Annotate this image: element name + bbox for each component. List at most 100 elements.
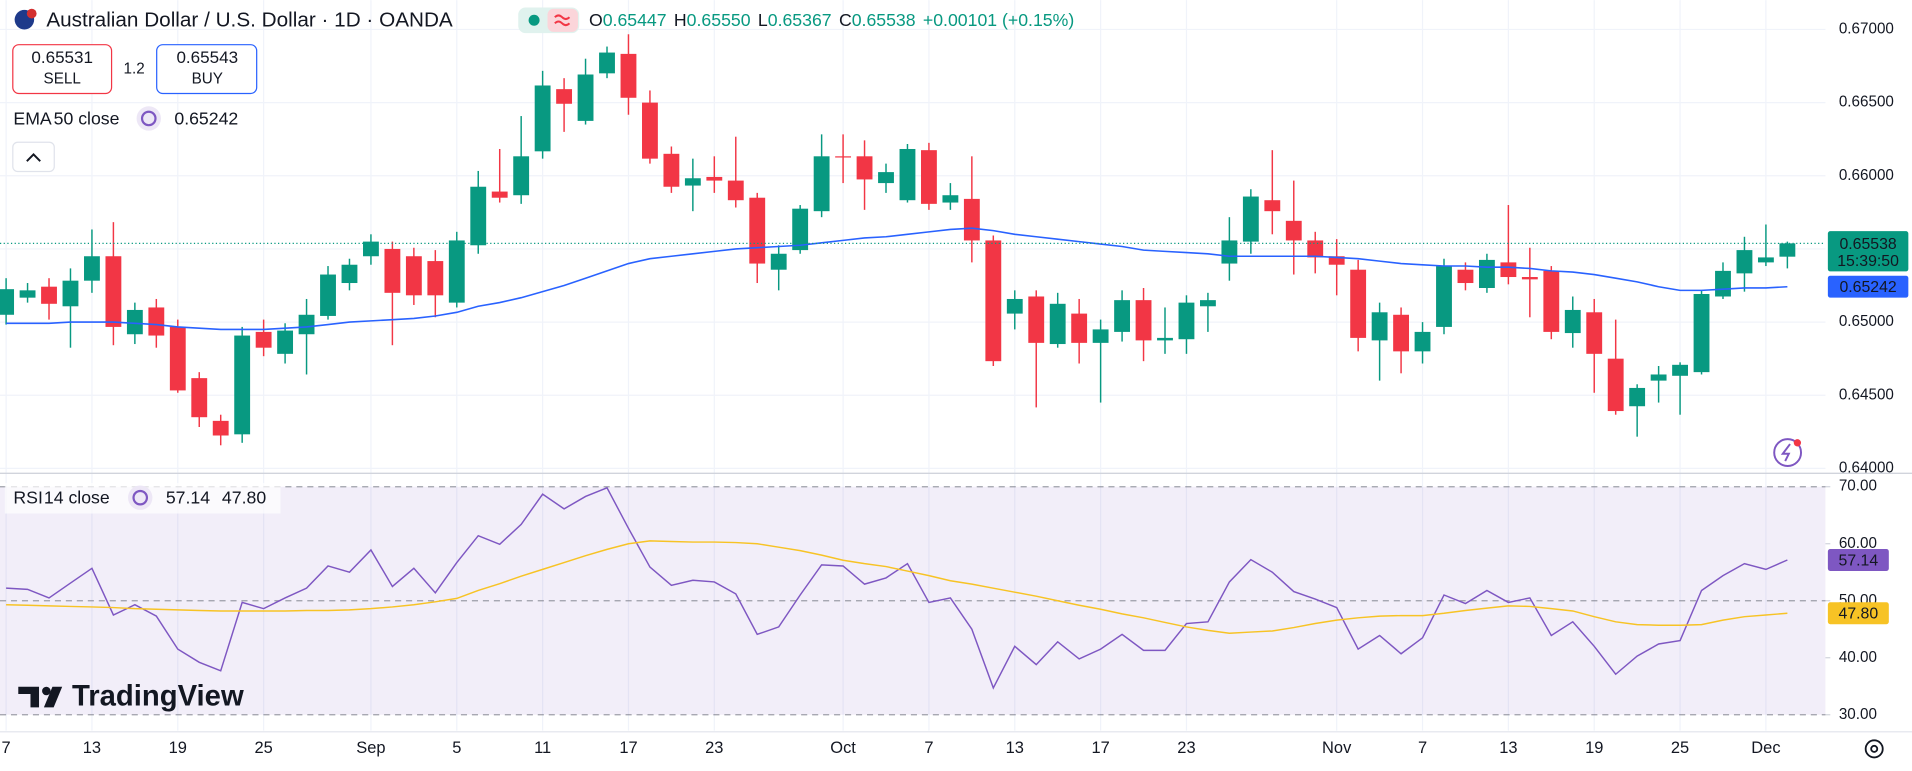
candle-body	[813, 156, 830, 212]
settings-button[interactable]	[1864, 739, 1884, 759]
change: +0.00101 (+0.15%)	[923, 10, 1074, 30]
x-tick-label: 19	[1585, 739, 1603, 757]
candle-body	[1564, 309, 1581, 334]
candle-body	[1092, 329, 1109, 343]
collapse-button[interactable]	[12, 141, 55, 173]
plot	[0, 34, 1826, 690]
candle-body	[41, 286, 57, 304]
x-tick-label: 25	[254, 739, 272, 757]
candle-body	[985, 240, 1002, 362]
indicator-icon	[132, 489, 149, 506]
candle-body	[234, 335, 251, 435]
indicator-params: 14 close	[44, 488, 110, 508]
symbol-header: Australian Dollar / U.S. Dollar · 1D · O…	[14, 7, 1074, 34]
candle-body	[963, 198, 980, 241]
label: H	[674, 10, 687, 30]
y-tick-label: 60.00	[1839, 535, 1877, 552]
sell-label: SELL	[44, 70, 81, 87]
candle-body	[1650, 374, 1667, 381]
candle-body	[148, 307, 165, 336]
indicator-params: 50 close	[54, 108, 120, 128]
candle-body	[1436, 266, 1452, 327]
trade-panel: 0.65531 SELL 1.2 0.65543 BUY	[12, 44, 258, 95]
y-tick-label: 0.65000	[1839, 313, 1894, 330]
x-tick-label: 7	[1418, 739, 1427, 757]
x-tick-label: 17	[619, 739, 637, 757]
alert-button[interactable]	[1773, 438, 1803, 467]
candle-body	[62, 280, 79, 307]
candle-body	[921, 150, 937, 204]
value: 0.65550	[687, 10, 751, 30]
candle-body	[126, 309, 143, 335]
x-tick-label: 17	[1091, 739, 1109, 757]
candle-body	[770, 253, 787, 270]
candle-body	[1371, 312, 1388, 341]
candle-body	[620, 53, 637, 98]
candle-body	[363, 241, 379, 257]
buy-button[interactable]	[156, 44, 258, 95]
x-tick-label: 23	[705, 739, 723, 757]
candle-body	[1521, 277, 1538, 280]
label: C	[839, 10, 852, 30]
candle-body	[684, 178, 701, 186]
candle-body	[1264, 200, 1281, 212]
x-tick-label: 25	[1671, 739, 1689, 757]
candle-body	[1307, 240, 1324, 258]
sell-button[interactable]	[12, 44, 113, 95]
rsi-background	[0, 486, 1826, 716]
x-tick-label: 13	[83, 739, 101, 757]
candle-body	[277, 330, 294, 354]
indicator-name[interactable]: EMA	[13, 108, 52, 128]
y-tick-label: 0.66000	[1839, 167, 1894, 184]
x-tick-label: 5	[452, 739, 461, 757]
candle-body	[169, 326, 186, 391]
ema-legend: EMA 50 close 0.65242	[12, 106, 238, 173]
candle-body	[320, 274, 336, 316]
x-tick-label: Dec	[1751, 739, 1780, 757]
x-tick-label: 13	[1006, 739, 1024, 757]
y-tick-label: 0.66500	[1839, 94, 1894, 111]
candle-body	[470, 186, 487, 246]
candle-body	[749, 197, 766, 264]
y-tick-label: 30.00	[1839, 706, 1877, 723]
candle-body	[212, 420, 229, 436]
indicator-icon[interactable]	[128, 485, 153, 510]
ohlc-values: O0.65447 H0.65550 L0.65367 C0.65538 +0.00101…	[589, 10, 1074, 30]
buy-price: 0.65543	[176, 48, 238, 67]
candle-body	[1114, 300, 1131, 332]
y-tick-label: 0.67000	[1839, 20, 1894, 37]
candle-body	[1049, 303, 1066, 345]
chevron-icon	[26, 153, 41, 162]
candle-body	[384, 248, 401, 293]
indicator-icon[interactable]	[136, 106, 161, 131]
candle-body	[1285, 220, 1302, 241]
candle-body	[105, 256, 122, 327]
symbol-title[interactable]: Australian Dollar / U.S. Dollar · 1D · O…	[46, 8, 453, 31]
indicator-value: 0.65242	[174, 108, 238, 128]
candle-body	[1607, 358, 1624, 412]
value-tag-label: 47.80	[1839, 606, 1879, 623]
y-tick-label: 40.00	[1839, 649, 1877, 666]
logo-mark	[42, 686, 51, 696]
candle-body	[1071, 313, 1088, 343]
candle-body	[835, 156, 852, 158]
candle-body	[1629, 387, 1646, 407]
price-tag-label: 0.65242	[1839, 279, 1896, 296]
status-dot	[528, 14, 540, 26]
candle-body	[1478, 259, 1495, 288]
candle-body	[1586, 312, 1603, 354]
candle-body	[448, 240, 465, 303]
value-tag	[1827, 602, 1889, 625]
candle-body	[19, 290, 36, 298]
candle-body	[405, 256, 422, 296]
candle-body	[1199, 300, 1216, 307]
x-tick-label: Sep	[356, 739, 385, 757]
rsi-line	[6, 486, 1788, 690]
value: 0.65367	[768, 10, 832, 30]
indicator-name[interactable]: RSI	[13, 488, 42, 508]
candle-body	[1414, 331, 1431, 352]
candle-body	[1736, 250, 1753, 274]
candle-body	[427, 261, 444, 296]
candle-body	[1350, 269, 1367, 338]
candle-body	[706, 176, 723, 181]
